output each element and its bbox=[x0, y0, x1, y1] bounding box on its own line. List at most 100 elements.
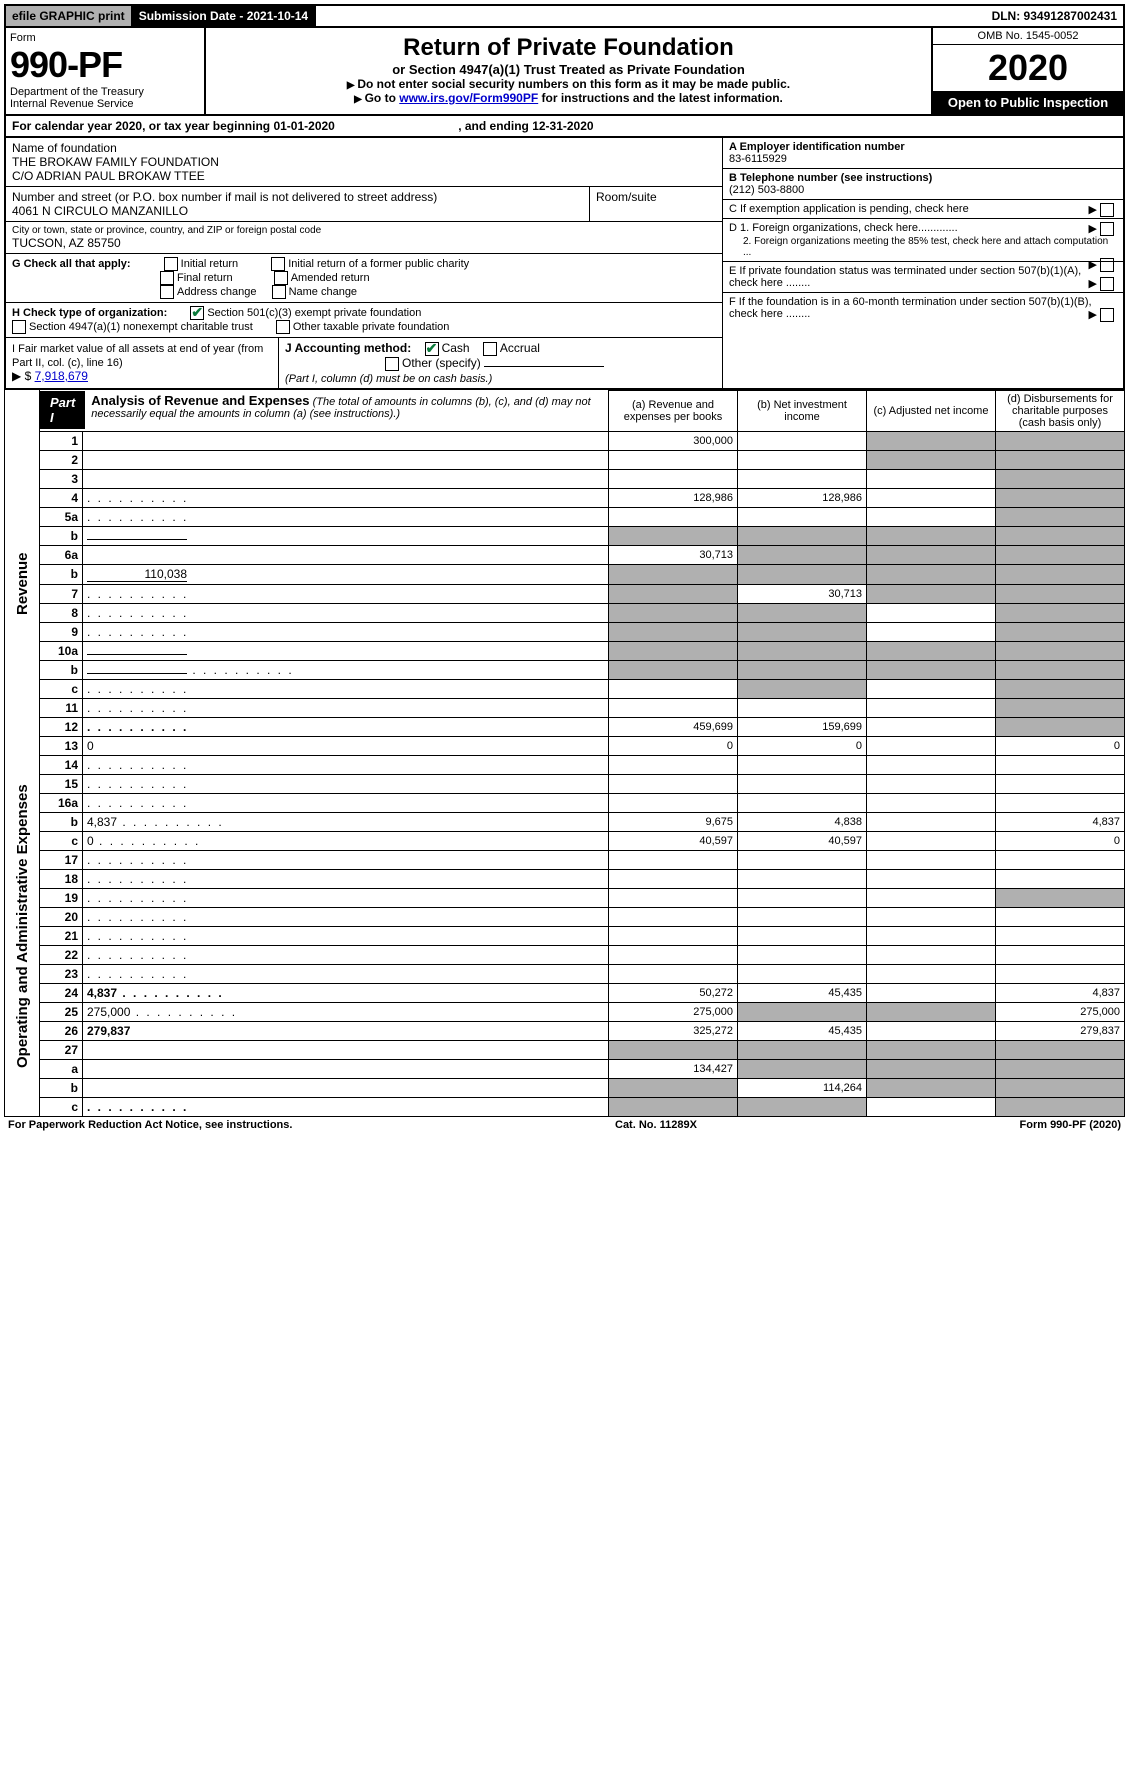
g-address-change-checkbox[interactable] bbox=[160, 285, 174, 299]
row-val-d bbox=[996, 964, 1125, 983]
row-val-b bbox=[738, 793, 867, 812]
row-desc: 0 bbox=[83, 831, 609, 850]
row-number: 11 bbox=[40, 698, 83, 717]
row-val-b bbox=[738, 1097, 867, 1116]
form990pf-link[interactable]: www.irs.gov/Form990PF bbox=[399, 91, 538, 105]
row-number: 9 bbox=[40, 622, 83, 641]
row-val-d bbox=[996, 584, 1125, 603]
row-val-b bbox=[738, 774, 867, 793]
row-val-c bbox=[867, 545, 996, 564]
row-desc bbox=[83, 1059, 609, 1078]
row-val-a bbox=[609, 584, 738, 603]
row-val-d bbox=[996, 1040, 1125, 1059]
addr-label: Number and street (or P.O. box number if… bbox=[12, 190, 583, 204]
row-val-b bbox=[738, 850, 867, 869]
row-val-d bbox=[996, 1097, 1125, 1116]
room-label: Room/suite bbox=[596, 190, 716, 204]
row-val-b: 40,597 bbox=[738, 831, 867, 850]
c-checkbox[interactable] bbox=[1100, 203, 1114, 217]
part1-title: Analysis of Revenue and Expenses bbox=[91, 393, 309, 408]
row-val-b: 45,435 bbox=[738, 1021, 867, 1040]
g-final-return-checkbox[interactable] bbox=[160, 271, 174, 285]
row-val-d bbox=[996, 1078, 1125, 1097]
row-number: 20 bbox=[40, 907, 83, 926]
h-other-checkbox[interactable] bbox=[276, 320, 290, 334]
row-val-a bbox=[609, 564, 738, 584]
row-number: 24 bbox=[40, 983, 83, 1002]
footer-mid: Cat. No. 11289X bbox=[615, 1119, 697, 1131]
f-checkbox[interactable] bbox=[1100, 308, 1114, 322]
row-val-b bbox=[738, 1059, 867, 1078]
row-val-a: 40,597 bbox=[609, 831, 738, 850]
row-val-a: 275,000 bbox=[609, 1002, 738, 1021]
row-val-d bbox=[996, 926, 1125, 945]
d2-checkbox[interactable] bbox=[1100, 258, 1114, 272]
c-label: C If exemption application is pending, c… bbox=[729, 203, 969, 215]
d2-label: 2. Foreign organizations meeting the 85%… bbox=[729, 236, 1117, 258]
info-left: Name of foundation THE BROKAW FAMILY FOU… bbox=[6, 138, 722, 388]
row-val-b bbox=[738, 507, 867, 526]
row-val-b: 114,264 bbox=[738, 1078, 867, 1097]
row-val-c bbox=[867, 450, 996, 469]
row-val-c bbox=[867, 641, 996, 660]
h-501c3-checkbox[interactable] bbox=[190, 306, 204, 320]
row-val-d bbox=[996, 1059, 1125, 1078]
row-val-a: 50,272 bbox=[609, 983, 738, 1002]
row-val-b bbox=[738, 545, 867, 564]
row-val-d bbox=[996, 641, 1125, 660]
row-desc: 4,837 bbox=[83, 812, 609, 831]
row-val-b bbox=[738, 660, 867, 679]
row-val-c bbox=[867, 526, 996, 545]
row-val-b bbox=[738, 755, 867, 774]
row-number: b bbox=[40, 564, 83, 584]
g-initial-former-checkbox[interactable] bbox=[271, 257, 285, 271]
row-val-c bbox=[867, 888, 996, 907]
row-val-d bbox=[996, 603, 1125, 622]
row-val-d bbox=[996, 793, 1125, 812]
row-val-c bbox=[867, 812, 996, 831]
row-desc bbox=[83, 431, 609, 450]
row-val-b bbox=[738, 622, 867, 641]
row-desc bbox=[83, 755, 609, 774]
row-number: 6a bbox=[40, 545, 83, 564]
row-val-a bbox=[609, 926, 738, 945]
row-val-c bbox=[867, 1097, 996, 1116]
j-other-checkbox[interactable] bbox=[385, 357, 399, 371]
g-name-change-checkbox[interactable] bbox=[272, 285, 286, 299]
row-number: c bbox=[40, 831, 83, 850]
row-val-a bbox=[609, 1078, 738, 1097]
row-val-c bbox=[867, 564, 996, 584]
row-desc: 0 bbox=[83, 736, 609, 755]
row-desc bbox=[83, 698, 609, 717]
row-desc bbox=[83, 907, 609, 926]
note-link: Go to www.irs.gov/Form990PF for instruct… bbox=[212, 91, 925, 105]
top-bar: efile GRAPHIC print Submission Date - 20… bbox=[4, 4, 1125, 28]
row-number: 25 bbox=[40, 1002, 83, 1021]
row-number: 15 bbox=[40, 774, 83, 793]
row-desc bbox=[83, 926, 609, 945]
row-desc bbox=[83, 717, 609, 736]
row-val-a bbox=[609, 698, 738, 717]
h-4947-checkbox[interactable] bbox=[12, 320, 26, 334]
row-number: 1 bbox=[40, 431, 83, 450]
row-val-c bbox=[867, 907, 996, 926]
row-val-d bbox=[996, 850, 1125, 869]
g-amended-checkbox[interactable] bbox=[274, 271, 288, 285]
g-initial-return-checkbox[interactable] bbox=[164, 257, 178, 271]
row-number: 7 bbox=[40, 584, 83, 603]
row-val-d bbox=[996, 774, 1125, 793]
row-desc bbox=[83, 584, 609, 603]
d1-label: D 1. Foreign organizations, check here..… bbox=[729, 222, 958, 234]
row-val-d bbox=[996, 717, 1125, 736]
e-checkbox[interactable] bbox=[1100, 277, 1114, 291]
row-desc bbox=[83, 774, 609, 793]
d1-checkbox[interactable] bbox=[1100, 222, 1114, 236]
row-val-d bbox=[996, 679, 1125, 698]
j-cash-checkbox[interactable] bbox=[425, 342, 439, 356]
fmv-link[interactable]: 7,918,679 bbox=[35, 369, 88, 383]
telephone: (212) 503-8800 bbox=[729, 184, 804, 196]
row-desc bbox=[83, 1078, 609, 1097]
dln: DLN: 93491287002431 bbox=[986, 6, 1123, 26]
j-accrual-checkbox[interactable] bbox=[483, 342, 497, 356]
row-val-c bbox=[867, 660, 996, 679]
